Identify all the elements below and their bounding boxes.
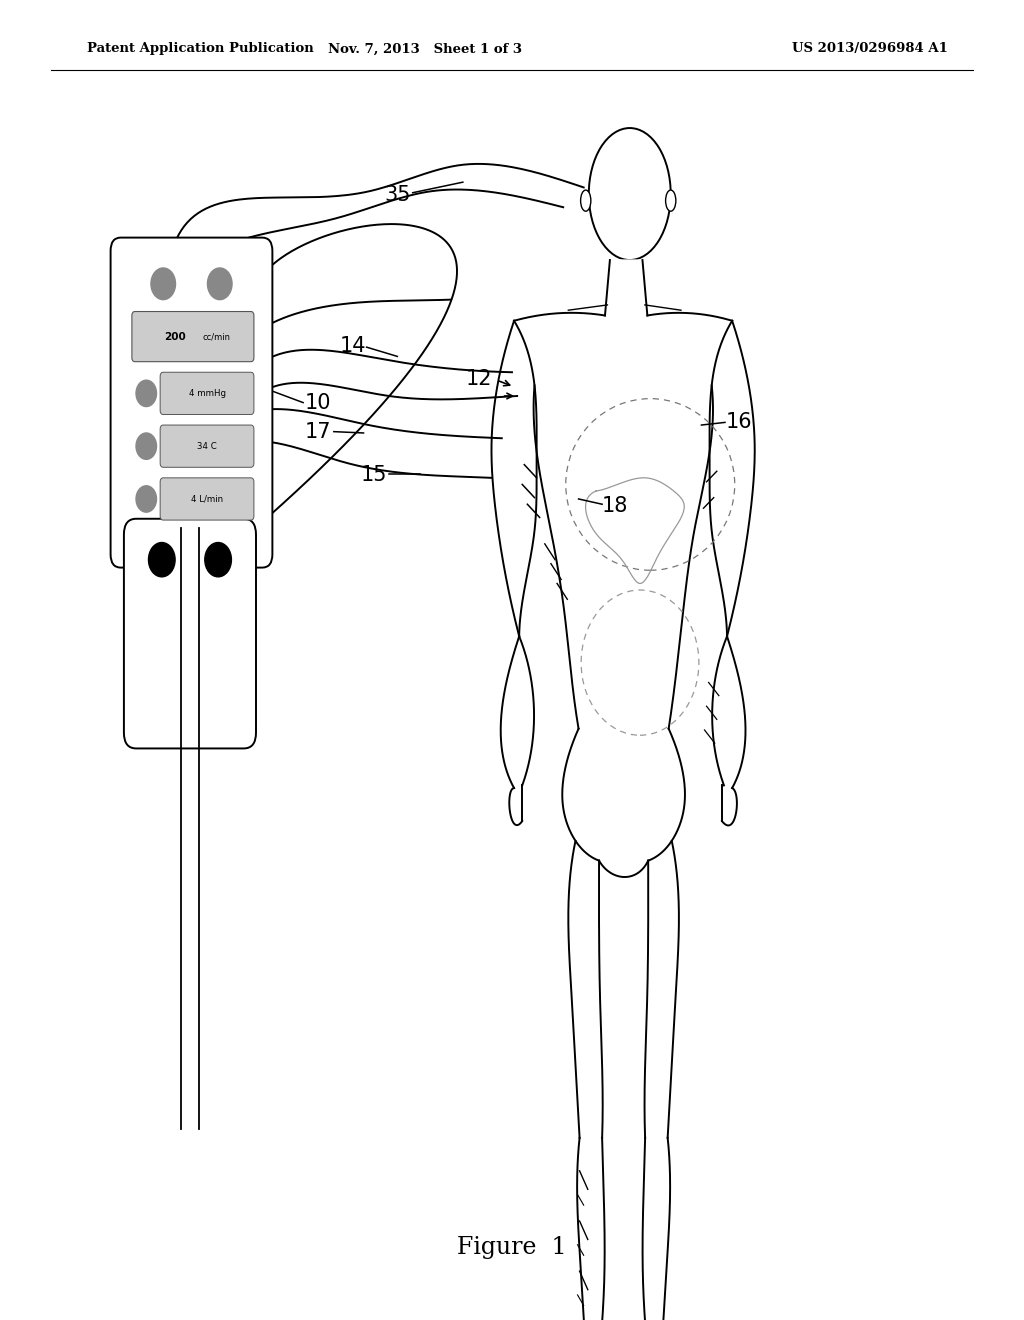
Text: 16: 16 bbox=[726, 412, 753, 433]
Text: 34 C: 34 C bbox=[198, 442, 217, 450]
Text: Nov. 7, 2013   Sheet 1 of 3: Nov. 7, 2013 Sheet 1 of 3 bbox=[328, 42, 522, 55]
Text: 4 L/min: 4 L/min bbox=[190, 495, 223, 503]
Text: 18: 18 bbox=[601, 495, 628, 516]
Text: US 2013/0296984 A1: US 2013/0296984 A1 bbox=[793, 42, 948, 55]
Text: 10: 10 bbox=[304, 392, 331, 413]
Text: Figure  1: Figure 1 bbox=[457, 1236, 567, 1259]
Circle shape bbox=[208, 268, 232, 300]
Circle shape bbox=[136, 380, 157, 407]
Polygon shape bbox=[605, 260, 647, 315]
Text: 17: 17 bbox=[304, 421, 331, 442]
Text: 15: 15 bbox=[360, 465, 387, 486]
Circle shape bbox=[151, 268, 175, 300]
Text: 14: 14 bbox=[340, 335, 367, 356]
FancyBboxPatch shape bbox=[160, 478, 254, 520]
Circle shape bbox=[136, 486, 157, 512]
Circle shape bbox=[205, 543, 231, 577]
FancyBboxPatch shape bbox=[160, 425, 254, 467]
Ellipse shape bbox=[581, 190, 591, 211]
Text: cc/min: cc/min bbox=[203, 333, 231, 341]
Text: 4 mmHg: 4 mmHg bbox=[188, 389, 225, 397]
Circle shape bbox=[136, 433, 157, 459]
Text: Patent Application Publication: Patent Application Publication bbox=[87, 42, 313, 55]
Circle shape bbox=[148, 543, 175, 577]
FancyBboxPatch shape bbox=[124, 519, 256, 748]
Text: 35: 35 bbox=[384, 185, 411, 206]
Text: 200: 200 bbox=[164, 331, 185, 342]
Ellipse shape bbox=[666, 190, 676, 211]
FancyBboxPatch shape bbox=[160, 372, 254, 414]
FancyBboxPatch shape bbox=[132, 312, 254, 362]
Ellipse shape bbox=[589, 128, 671, 260]
FancyBboxPatch shape bbox=[111, 238, 272, 568]
Text: 12: 12 bbox=[466, 368, 493, 389]
